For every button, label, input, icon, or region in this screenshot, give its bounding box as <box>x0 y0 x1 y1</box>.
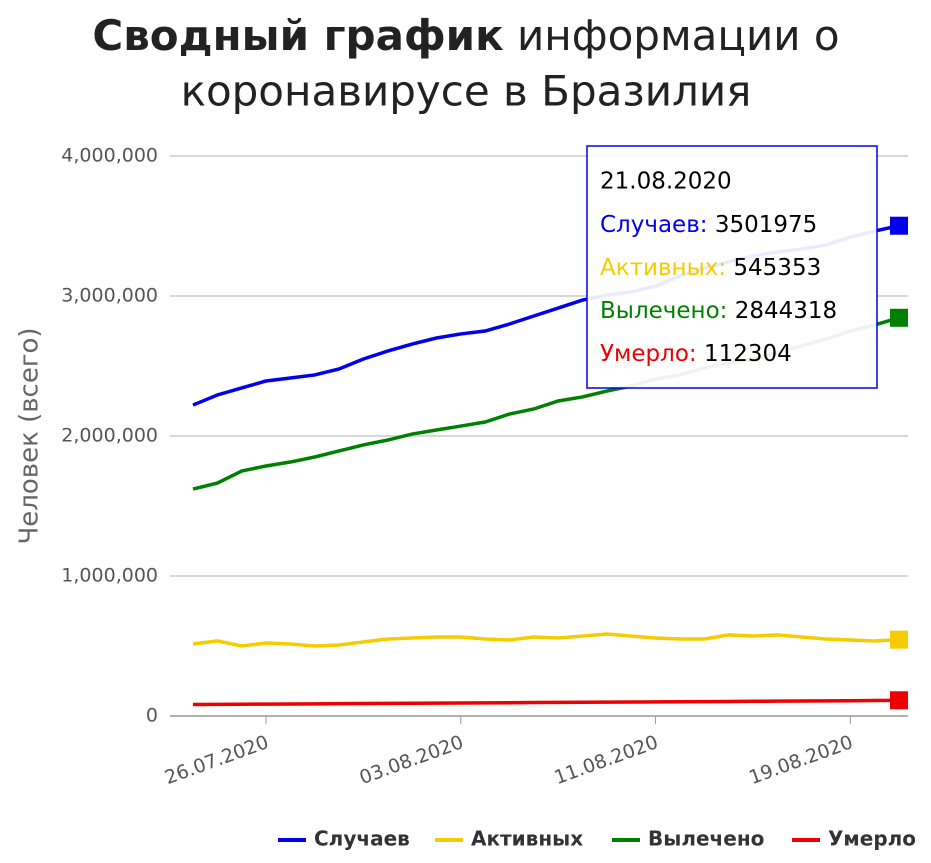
legend-label: Активных <box>471 827 583 851</box>
tooltip-box <box>586 145 878 389</box>
tooltip-label: Активных: <box>600 255 726 281</box>
y-tick-label: 2,000,000 <box>61 425 158 447</box>
chart-title: Сводный график информации о <box>92 11 839 60</box>
x-tick-label: 26.07.2020 <box>162 731 272 789</box>
x-tick-label: 11.08.2020 <box>551 731 661 789</box>
title-rest: информации о <box>517 11 840 60</box>
tooltip-row: Случаев: 3501975 <box>600 212 817 238</box>
end-marker <box>890 308 908 327</box>
tooltip-value: 3501975 <box>715 212 817 238</box>
legend-label: Вылечено <box>648 827 764 851</box>
tooltip-date: 21.08.2020 <box>600 169 732 195</box>
tooltip-value: 112304 <box>704 341 792 367</box>
end-marker <box>890 691 908 710</box>
legend-label: Умерло <box>828 827 916 851</box>
tooltip-label: Умерло: <box>600 341 697 367</box>
legend-label: Случаев <box>314 827 410 851</box>
end-marker <box>890 630 908 649</box>
series-line <box>192 698 900 707</box>
x-tick-label: 03.08.2020 <box>357 731 467 789</box>
y-axis-label: Человек (всего) <box>15 327 45 544</box>
tooltip-value: 2844318 <box>735 298 837 324</box>
tooltip-label: Вылечено: <box>600 298 727 324</box>
y-tick-label: 4,000,000 <box>61 145 158 167</box>
chart-title-line2: коронавирусе в Бразилия <box>181 67 752 116</box>
y-tick-label: 0 <box>146 705 158 727</box>
tooltip-row: Умерло: 112304 <box>600 341 792 367</box>
tooltip-value: 545353 <box>733 255 821 281</box>
x-tick-label: 19.08.2020 <box>746 731 856 789</box>
tooltip-row: Активных: 545353 <box>600 255 821 281</box>
end-marker <box>890 216 908 235</box>
tooltip-label: Случаев: <box>600 212 708 238</box>
title-bold: Сводный график <box>92 11 503 60</box>
y-tick-label: 3,000,000 <box>61 285 158 307</box>
tooltip-row: Вылечено: 2844318 <box>600 298 837 324</box>
series-line <box>192 632 900 648</box>
y-tick-label: 1,000,000 <box>61 565 158 587</box>
